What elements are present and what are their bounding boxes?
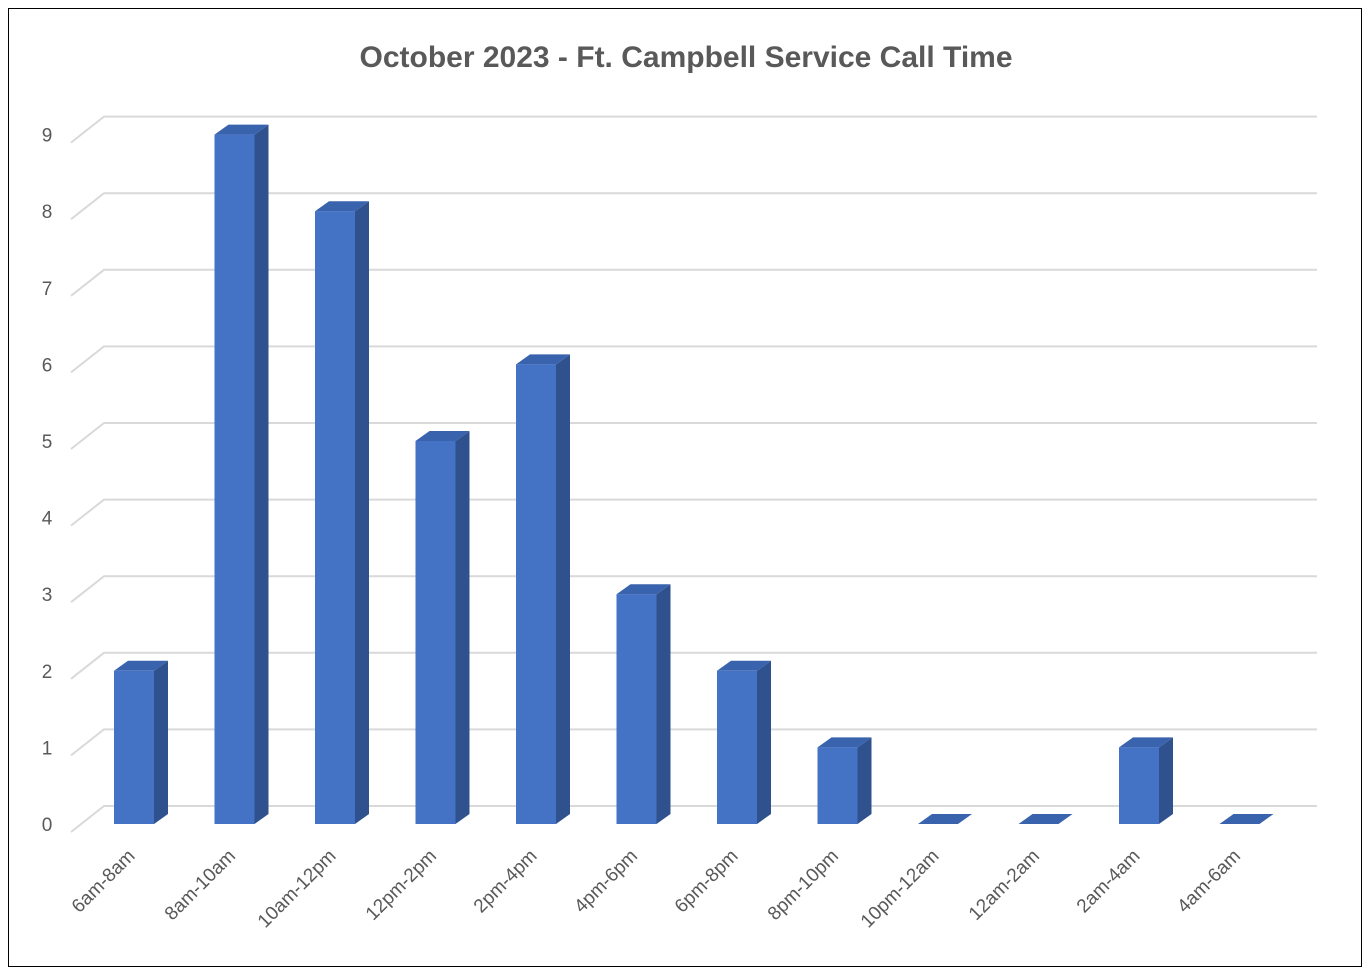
x-tick-label: 8pm-10pm bbox=[764, 846, 843, 925]
bar-top-face bbox=[817, 737, 872, 748]
chart-plot-area: 0 1 2 3 4 5 6 7 8 9 6am-8am 8am-10am 10am-12pm 12pm-… bbox=[42, 115, 1317, 933]
y-tick-label: 5 bbox=[42, 432, 53, 453]
y-tick-label: 0 bbox=[42, 815, 53, 836]
gridline bbox=[70, 498, 1317, 527]
bar bbox=[616, 584, 671, 824]
y-tick-label: 1 bbox=[42, 738, 53, 759]
y-tick-label: 3 bbox=[42, 585, 53, 606]
bar bbox=[1119, 737, 1173, 824]
x-tick-label: 6am-8am bbox=[68, 846, 140, 918]
bar-side-face bbox=[254, 124, 269, 825]
bar-side-face bbox=[154, 660, 168, 824]
bar-top-face bbox=[1219, 814, 1274, 824]
bar-front-face bbox=[516, 364, 556, 824]
chart-frame: October 2023 - Ft. Campbell Service Call… bbox=[8, 8, 1362, 967]
bar-side-face bbox=[355, 201, 369, 824]
bar bbox=[1018, 814, 1073, 824]
y-tick-label: 7 bbox=[42, 279, 53, 300]
bar-side-face bbox=[757, 660, 771, 824]
bar-front-face bbox=[817, 747, 858, 824]
bar-top-face bbox=[616, 584, 671, 595]
gridline bbox=[70, 192, 1317, 220]
bar-side-face bbox=[857, 737, 872, 824]
bar bbox=[817, 737, 872, 824]
bar-top-face bbox=[114, 660, 168, 671]
x-tick-label: 6pm-8pm bbox=[671, 846, 743, 918]
x-tick-label: 10pm-12am bbox=[857, 846, 944, 933]
bar-side-face bbox=[556, 354, 570, 824]
bar-top-face bbox=[516, 354, 570, 365]
bar bbox=[717, 660, 771, 824]
bar-side-face bbox=[455, 431, 470, 824]
x-tick-label: 4pm-6pm bbox=[570, 846, 642, 918]
bar bbox=[114, 660, 168, 824]
bar-side-face bbox=[1159, 737, 1173, 824]
y-tick-label: 9 bbox=[42, 126, 53, 147]
y-tick-label: 2 bbox=[42, 662, 53, 683]
x-tick-label: 4am-6am bbox=[1173, 846, 1245, 918]
chart-title: October 2023 - Ft. Campbell Service Call… bbox=[359, 41, 1013, 74]
bar-side-face bbox=[656, 584, 671, 824]
x-tick-label: 10am-12pm bbox=[254, 846, 341, 933]
bar-top-face bbox=[717, 660, 771, 671]
y-tick-label: 6 bbox=[42, 355, 53, 376]
gridline bbox=[70, 728, 1317, 757]
bar-front-face bbox=[114, 670, 154, 824]
bar-front-face bbox=[616, 594, 657, 824]
x-tick-label: 2pm-4pm bbox=[470, 846, 542, 918]
bar-front-face bbox=[315, 211, 355, 824]
x-tick-label: 12pm-2pm bbox=[362, 846, 441, 925]
gridline bbox=[70, 422, 1317, 450]
x-tick-label: 8am-10am bbox=[161, 846, 240, 925]
bar-top-face bbox=[415, 431, 470, 441]
x-tick-label: 12am-2am bbox=[965, 846, 1044, 925]
bar-top-face bbox=[1119, 737, 1173, 748]
gridline bbox=[70, 268, 1317, 297]
bar bbox=[415, 431, 470, 824]
y-tick-label: 8 bbox=[42, 202, 53, 223]
gridline bbox=[70, 805, 1317, 833]
gridline bbox=[70, 651, 1317, 680]
bar-front-face bbox=[415, 441, 456, 824]
y-tick-label: 4 bbox=[42, 509, 53, 530]
bar-front-face bbox=[1119, 747, 1159, 824]
x-tick-label: 2am-4am bbox=[1073, 846, 1145, 918]
bar-front-face bbox=[717, 670, 757, 824]
bar-top-face bbox=[918, 814, 972, 824]
bar-top-face bbox=[1018, 814, 1073, 824]
bar bbox=[1219, 814, 1274, 824]
gridline bbox=[70, 345, 1317, 374]
bar-top-face bbox=[315, 201, 369, 212]
gridline bbox=[70, 115, 1317, 144]
bar-front-face bbox=[214, 134, 255, 825]
bar bbox=[516, 354, 570, 824]
bar bbox=[214, 124, 269, 825]
bar-top-face bbox=[214, 124, 269, 135]
gridline bbox=[70, 575, 1317, 603]
bar bbox=[315, 201, 369, 824]
bar bbox=[918, 814, 972, 824]
